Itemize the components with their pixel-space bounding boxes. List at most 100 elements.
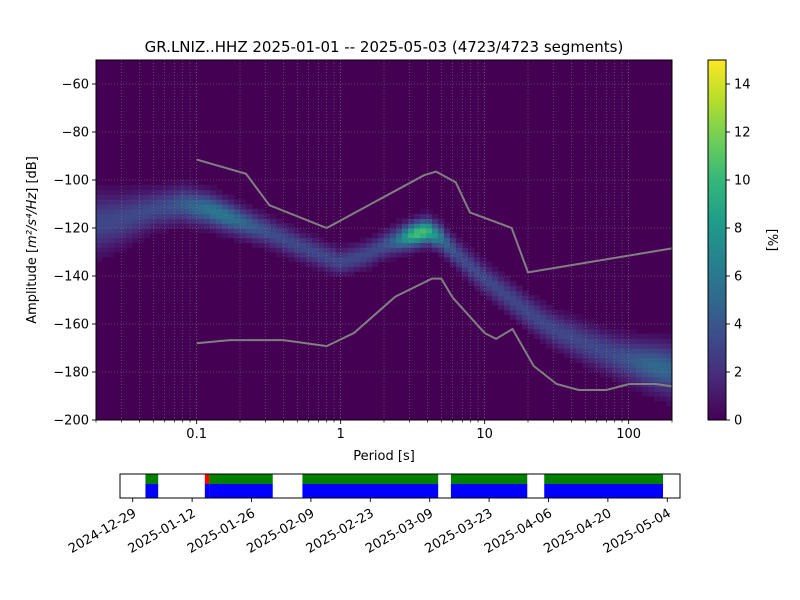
heatmap-cell — [270, 232, 277, 239]
heatmap-cell — [222, 199, 229, 205]
heatmap-cell — [342, 261, 349, 267]
heatmap-cell — [174, 213, 181, 219]
heatmap-cell — [414, 218, 421, 224]
heatmap-cell — [348, 271, 355, 277]
heatmap-cell — [240, 199, 247, 205]
heatmap-cell — [558, 328, 565, 335]
heatmap-cell — [306, 237, 313, 243]
heatmap-cell — [168, 208, 175, 215]
heatmap-cell — [408, 242, 415, 248]
heatmap-cell — [618, 348, 625, 354]
heatmap-cell — [528, 300, 535, 306]
heatmap-cell — [162, 228, 169, 234]
heatmap-cell — [414, 237, 421, 243]
heatmap-cell — [222, 213, 229, 219]
heatmap-cell — [198, 208, 205, 215]
heatmap-cell — [420, 237, 427, 243]
heatmap-cell — [132, 199, 139, 205]
heatmap-cell — [450, 232, 457, 239]
heatmap-cell — [420, 232, 427, 239]
heatmap-cell — [180, 184, 187, 191]
heatmap-cell — [420, 242, 427, 248]
heatmap-cell — [666, 348, 672, 354]
heatmap-cell — [642, 333, 649, 339]
heatmap-cell — [654, 386, 661, 392]
heatmap-cell — [132, 213, 139, 219]
heatmap-cell — [108, 252, 115, 258]
heatmap-cell — [114, 208, 121, 215]
heatmap-cell — [300, 252, 307, 258]
heatmap-cell — [378, 256, 385, 263]
heatmap-cell — [438, 242, 445, 248]
heatmap-cell — [666, 333, 672, 339]
heatmap-cell — [492, 271, 499, 277]
heatmap-cell — [336, 261, 343, 267]
heatmap-cell — [594, 324, 601, 330]
heatmap-cell — [660, 362, 667, 368]
heatmap-cell — [270, 242, 277, 248]
heatmap-cell — [102, 228, 109, 234]
heatmap-cell — [264, 218, 271, 224]
heatmap-cell — [636, 362, 643, 368]
heatmap-cell — [108, 204, 115, 210]
timeline-tick-label: 2025-05-04 — [601, 506, 674, 557]
heatmap-cell — [654, 343, 661, 349]
heatmap-cell — [642, 357, 649, 363]
heatmap-cell — [186, 180, 193, 186]
heatmap-cell — [480, 266, 487, 272]
heatmap-cell — [318, 252, 325, 258]
heatmap-cell — [384, 252, 391, 258]
heatmap-cell — [426, 247, 433, 253]
heatmap-cell — [624, 338, 631, 344]
heatmap-cell — [534, 300, 541, 306]
heatmap-cell — [600, 324, 607, 330]
heatmap-cell — [114, 242, 121, 248]
heatmap-cell — [186, 218, 193, 224]
heatmap-cell — [666, 381, 672, 387]
heatmap-cell — [462, 256, 469, 263]
heatmap-cell — [108, 213, 115, 219]
heatmap-cell — [420, 208, 427, 215]
heatmap-cell — [222, 204, 229, 210]
colorbar — [707, 59, 727, 421]
heatmap-cell — [204, 204, 211, 210]
heatmap-cell — [342, 266, 349, 272]
heatmap-cell — [162, 218, 169, 224]
heatmap-cell — [132, 228, 139, 234]
heatmap-cell — [108, 223, 115, 229]
heatmap-cell — [612, 328, 619, 335]
heatmap-cell — [360, 247, 367, 253]
heatmap-cell — [558, 333, 565, 339]
heatmap-cell — [456, 271, 463, 277]
heatmap-cell — [108, 184, 115, 191]
heatmap-cell — [666, 362, 672, 368]
heatmap-cell — [246, 228, 253, 234]
heatmap-cell — [186, 204, 193, 210]
heatmap-cell — [240, 237, 247, 243]
heatmap-cell — [210, 204, 217, 210]
heatmap-cell — [318, 247, 325, 253]
y-tick-label: −120 — [53, 222, 89, 237]
heatmap-cell — [624, 362, 631, 368]
timeline-data-bar — [204, 484, 210, 498]
heatmap-cell — [354, 247, 361, 253]
heatmap-cell — [96, 256, 103, 263]
heatmap-cell — [348, 247, 355, 253]
heatmap-cell — [468, 247, 475, 253]
heatmap-cell — [642, 367, 649, 373]
heatmap-cell — [180, 223, 187, 229]
heatmap-cell — [540, 309, 547, 315]
heatmap-cell — [438, 228, 445, 234]
heatmap-cell — [330, 247, 337, 253]
heatmap-cell — [198, 184, 205, 191]
heatmap-cell — [450, 237, 457, 243]
heatmap-cell — [138, 184, 145, 191]
heatmap-cell — [642, 348, 649, 354]
heatmap-cell — [246, 208, 253, 215]
x-axis-label: Period [s] — [353, 449, 415, 464]
heatmap-cell — [630, 362, 637, 368]
heatmap-cell — [618, 376, 625, 383]
heatmap-cell — [588, 362, 595, 368]
heatmap-cell — [216, 208, 223, 215]
heatmap-cell — [480, 276, 487, 282]
